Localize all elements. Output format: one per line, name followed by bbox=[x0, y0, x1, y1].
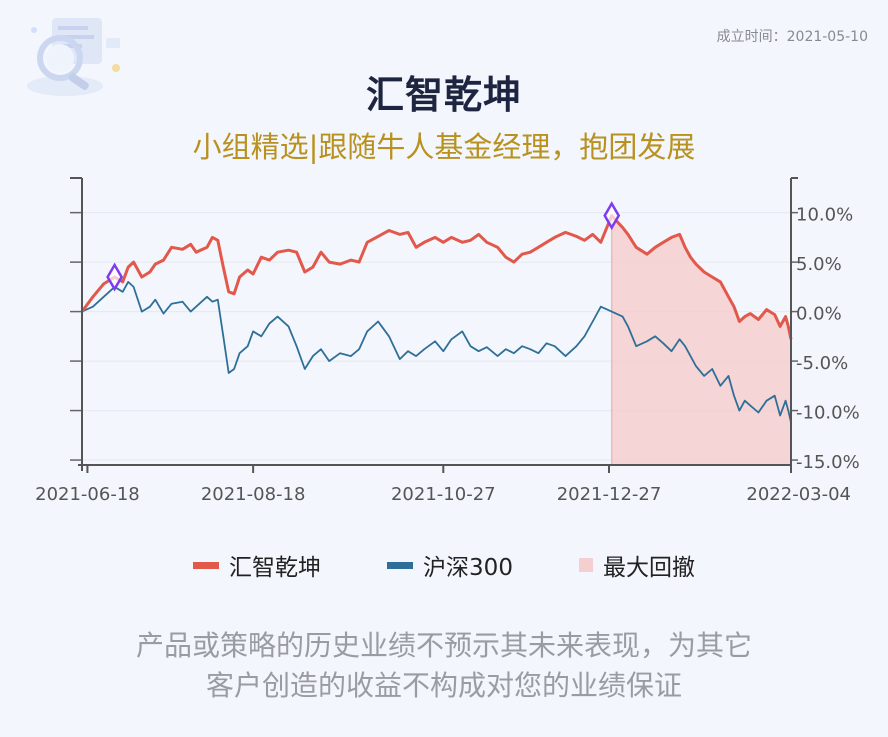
x-tick-label: 2022-03-04 bbox=[746, 484, 851, 505]
legend-swatch-drawdown bbox=[578, 558, 593, 572]
risk-disclaimer: 产品或策略的历史业绩不预示其未来表现，为其它 客户创造的收益不构成对您的业绩保证 bbox=[0, 626, 888, 706]
y-tick-label: -5.0% bbox=[796, 353, 848, 374]
legend-label-index: 沪深300 bbox=[423, 555, 513, 581]
x-tick-label: 2021-08-18 bbox=[201, 484, 306, 505]
performance-chart: 10.0% 5.0% 0.0% -5.0% -10.0% -15.0% 2021-06-18… bbox=[35, 177, 860, 505]
index-line bbox=[81, 281, 792, 423]
y-tick-label: 5.0% bbox=[796, 254, 842, 275]
drawdown-area-layer bbox=[610, 215, 791, 465]
founded-date: 成立时间：2021-05-10 bbox=[716, 29, 868, 45]
legend-label-fund: 汇智乾坤 bbox=[229, 555, 322, 581]
chart-axes: 10.0% 5.0% 0.0% -5.0% -10.0% -15.0% 2021-06-18… bbox=[35, 177, 860, 505]
fund-title: 汇智乾坤 bbox=[365, 73, 522, 117]
y-tick-label: -10.0% bbox=[796, 403, 860, 424]
magnifier-illustration-icon bbox=[27, 18, 120, 96]
legend-item-index[interactable]: 沪深300 bbox=[387, 548, 513, 582]
y-tick-label: -15.0% bbox=[796, 452, 860, 473]
drawdown-area bbox=[611, 215, 791, 465]
fund-line bbox=[80, 214, 793, 340]
series-lines-layer bbox=[80, 214, 793, 423]
diamond-marker bbox=[106, 262, 124, 292]
y-tick-label: 0.0% bbox=[796, 304, 842, 325]
legend-item-drawdown[interactable]: 最大回撤 bbox=[578, 548, 695, 582]
disclaimer-line-2: 客户创造的收益不构成对您的业绩保证 bbox=[205, 669, 682, 702]
legend-swatch-fund bbox=[193, 561, 220, 569]
y-tick-label: 10.0% bbox=[796, 205, 853, 226]
x-tick-label: 2021-12-27 bbox=[557, 484, 662, 505]
x-tick-label: 2021-10-27 bbox=[391, 484, 496, 505]
diamond-marker bbox=[603, 201, 621, 231]
chart-markers-layer bbox=[106, 201, 621, 292]
legend-item-fund[interactable]: 汇智乾坤 bbox=[193, 548, 321, 582]
legend-label-drawdown: 最大回撤 bbox=[602, 555, 695, 581]
fund-subtitle: 小组精选|跟随牛人基金经理，抱团发展 bbox=[192, 130, 696, 164]
chart-legend: 汇智乾坤 沪深300 最大回撤 bbox=[0, 548, 888, 582]
x-tick-label: 2021-06-18 bbox=[35, 484, 140, 505]
disclaimer-line-1: 产品或策略的历史业绩不预示其未来表现，为其它 bbox=[135, 629, 752, 662]
legend-swatch-index bbox=[387, 561, 414, 569]
